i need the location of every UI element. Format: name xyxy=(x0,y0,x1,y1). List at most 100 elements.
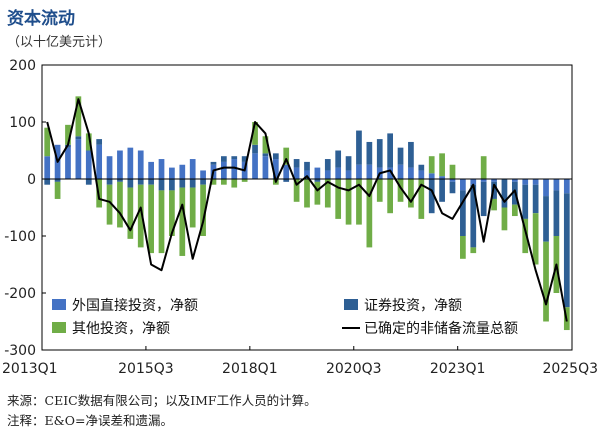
bar-segment-series-1 xyxy=(428,179,435,214)
y-tick-label: -200 xyxy=(4,286,36,302)
bar-segment-series-2 xyxy=(179,187,186,256)
x-tick-label: 2020Q3 xyxy=(326,361,382,377)
legend-label: 其他投资，净额 xyxy=(72,321,170,337)
bar-segment-series-0 xyxy=(304,170,310,179)
bar-segment-series-2 xyxy=(324,179,331,208)
bar-segment-series-1 xyxy=(283,179,290,182)
bar-segment-series-0 xyxy=(283,164,290,179)
bar-segment-series-2 xyxy=(543,241,549,322)
bar-segment-series-0 xyxy=(522,179,529,185)
bar-segment-series-1 xyxy=(148,179,154,185)
bar-segment-series-1 xyxy=(293,159,300,168)
bar-segment-series-1 xyxy=(563,193,570,308)
bar-segment-series-2 xyxy=(262,136,269,154)
bar-segment-series-0 xyxy=(96,144,103,179)
bar-segment-series-2 xyxy=(491,198,497,211)
bar-segment-series-0 xyxy=(387,167,393,179)
chart-subtitle: （以十亿美元计） xyxy=(7,35,112,50)
bar-segment-series-0 xyxy=(553,179,560,191)
bar-segment-series-2 xyxy=(293,179,300,202)
bar-segment-series-1 xyxy=(397,147,404,165)
legend-swatch xyxy=(344,299,358,310)
bar-segment-series-0 xyxy=(460,179,466,191)
bar-segment-series-1 xyxy=(543,196,549,242)
bar-segment-series-0 xyxy=(345,170,352,179)
bar-segment-series-1 xyxy=(117,179,123,182)
bar-segment-series-1 xyxy=(314,179,321,182)
bar-segment-series-2 xyxy=(127,187,134,239)
bar-segment-series-1 xyxy=(553,190,560,236)
y-tick-label: 0 xyxy=(27,172,36,188)
bar-segment-series-0 xyxy=(491,179,497,182)
bar-segment-series-1 xyxy=(366,141,373,165)
bar-segment-series-1 xyxy=(272,153,279,160)
bar-segment-series-2 xyxy=(221,179,227,185)
y-tick-label: -300 xyxy=(4,343,36,359)
plot-frame xyxy=(41,64,573,351)
bar-segment-series-1 xyxy=(75,136,82,140)
bar-segment-series-1 xyxy=(85,179,92,185)
bar-segment-series-2 xyxy=(356,179,362,225)
bar-segment-series-0 xyxy=(449,179,456,182)
bar-segment-series-0 xyxy=(418,170,425,179)
bar-segment-series-2 xyxy=(501,207,508,231)
y-tick-label: 100 xyxy=(9,115,36,131)
bar-segment-series-0 xyxy=(532,179,539,185)
bar-segment-series-0 xyxy=(189,159,196,179)
bar-segment-series-1 xyxy=(189,179,196,188)
bar-segment-series-1 xyxy=(418,164,425,171)
bar-segment-series-1 xyxy=(470,184,477,248)
bar-segment-series-1 xyxy=(335,150,342,168)
bar-segment-series-1 xyxy=(501,179,508,208)
bar-segment-series-0 xyxy=(470,179,477,185)
bar-segment-series-2 xyxy=(387,179,393,214)
total-flow-line xyxy=(46,98,568,322)
bar-segment-series-0 xyxy=(200,170,206,179)
bar-segment-series-2 xyxy=(210,179,217,185)
bar-segment-series-2 xyxy=(231,179,238,188)
bar-segment-series-2 xyxy=(75,96,82,137)
bar-segment-series-1 xyxy=(221,156,227,162)
x-tick-label: 2018Q1 xyxy=(222,361,278,377)
plot-border xyxy=(41,64,573,351)
bar-segment-series-0 xyxy=(75,139,82,179)
bar-layer xyxy=(44,96,570,331)
bar-segment-series-2 xyxy=(460,236,466,259)
bar-segment-series-2 xyxy=(314,181,321,205)
bar-segment-series-2 xyxy=(428,156,435,174)
y-axis: 200 100 0 -100 -200 -300 xyxy=(4,58,46,359)
legend-label: 证券投资，净额 xyxy=(364,298,462,314)
bar-segment-series-0 xyxy=(543,179,549,197)
bar-segment-series-2 xyxy=(418,179,425,219)
bar-segment-series-0 xyxy=(127,147,134,179)
bar-segment-series-0 xyxy=(480,179,487,182)
bar-segment-series-1 xyxy=(460,190,466,236)
bar-segment-series-0 xyxy=(106,156,113,179)
bar-segment-series-0 xyxy=(169,167,175,179)
bar-segment-series-2 xyxy=(345,179,352,225)
bar-segment-series-0 xyxy=(366,164,373,179)
bar-segment-series-0 xyxy=(158,159,165,179)
bar-segment-series-0 xyxy=(408,167,414,179)
bar-segment-series-0 xyxy=(428,173,435,179)
bar-segment-series-1 xyxy=(158,179,165,191)
bar-segment-series-0 xyxy=(252,153,258,179)
bar-segment-series-0 xyxy=(293,167,300,179)
bar-segment-series-0 xyxy=(44,156,51,179)
bar-segment-series-0 xyxy=(397,164,404,179)
x-tick-label: 2015Q3 xyxy=(118,361,174,377)
bar-segment-series-2 xyxy=(408,179,414,208)
bar-segment-series-2 xyxy=(137,184,144,248)
bar-segment-series-0 xyxy=(262,156,269,179)
bar-segment-series-1 xyxy=(449,181,456,194)
bar-segment-series-1 xyxy=(324,159,331,171)
bar-segment-series-0 xyxy=(439,176,445,179)
bar-segment-series-0 xyxy=(511,179,518,182)
bar-segment-series-1 xyxy=(44,179,51,185)
bar-segment-series-1 xyxy=(522,184,529,219)
bar-segment-series-0 xyxy=(231,159,238,179)
bar-segment-series-2 xyxy=(54,181,61,199)
y-tick-label: 200 xyxy=(9,58,36,74)
bar-segment-series-0 xyxy=(356,164,362,179)
